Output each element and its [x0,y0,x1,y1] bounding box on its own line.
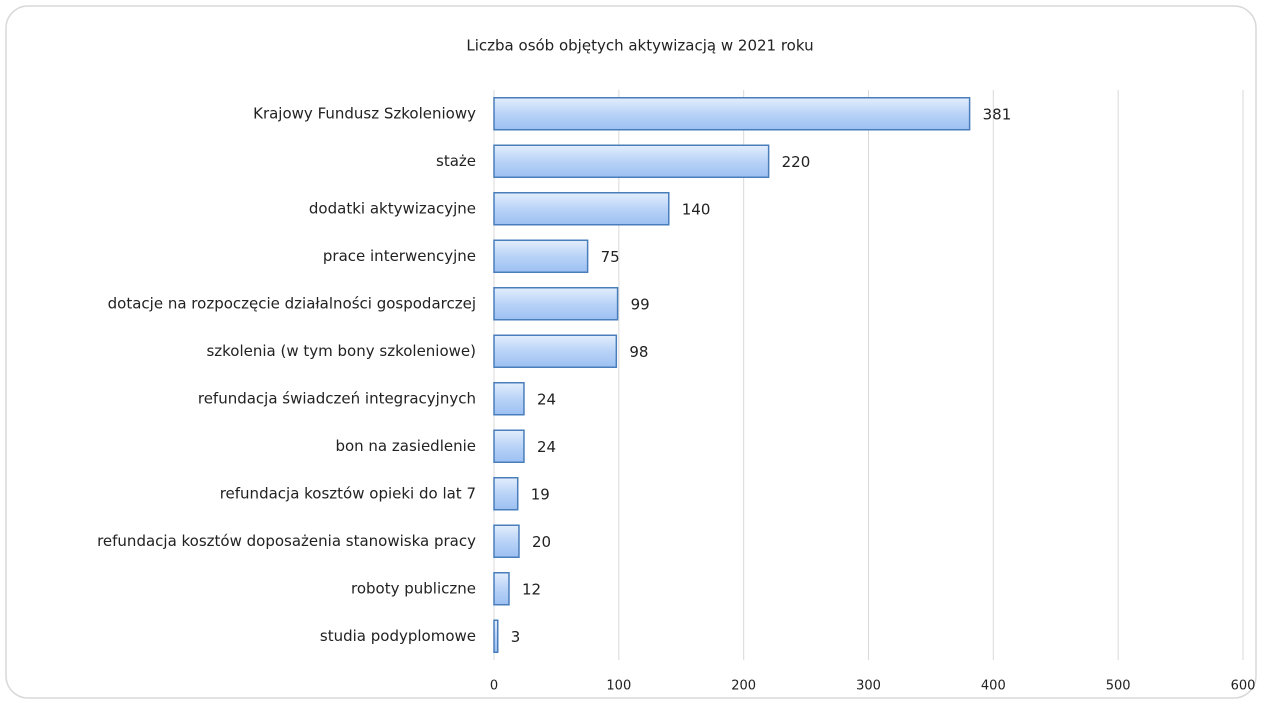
value-label: 3 [511,628,521,646]
chart-frame [5,5,1257,699]
category-label: Krajowy Fundusz Szkoleniowy [253,104,476,122]
category-label: refundacja kosztów opieki do lat 7 [220,484,476,502]
value-label: 140 [682,200,711,218]
category-label: roboty publiczne [351,579,476,597]
bar [493,239,589,273]
x-tick-label: 300 [856,679,881,694]
bar [493,619,499,653]
category-label: bon na zasiedlenie [335,437,476,455]
category-label: studia podyplomowe [320,627,476,645]
x-tick-label: 200 [731,679,756,694]
bar [493,97,971,131]
bar [493,287,619,321]
bar [493,477,519,511]
value-label: 99 [631,295,650,313]
chart-title: Liczba osób objętych aktywizacją w 2021 … [466,37,813,55]
bar [493,192,670,226]
x-tick-label: 100 [606,679,631,694]
category-label: prace interwencyjne [323,247,476,265]
bar [493,144,770,178]
x-tick-label: 600 [1231,679,1256,694]
bar [493,524,520,558]
x-tick-label: 0 [490,679,498,694]
value-label: 75 [601,248,620,266]
category-label: dodatki aktywizacyjne [309,199,476,217]
category-label: refundacja świadczeń integracyjnych [198,389,476,407]
value-label: 381 [983,105,1012,123]
x-tick-label: 400 [981,679,1006,694]
category-label: dotacje na rozpoczęcie działalności gosp… [108,294,476,312]
value-label: 98 [629,343,648,361]
value-label: 20 [532,533,551,551]
bar [493,429,525,463]
bar [493,382,525,416]
value-label: 24 [537,390,556,408]
value-label: 19 [531,485,550,503]
value-label: 220 [782,153,811,171]
value-label: 12 [522,580,541,598]
bar [493,572,510,606]
value-label: 24 [537,438,556,456]
x-tick-label: 500 [1106,679,1131,694]
category-label: szkolenia (w tym bony szkoleniowe) [206,342,476,360]
bar [493,334,618,368]
category-label: refundacja kosztów doposażenia stanowisk… [97,532,476,550]
category-label: staże [436,152,476,170]
